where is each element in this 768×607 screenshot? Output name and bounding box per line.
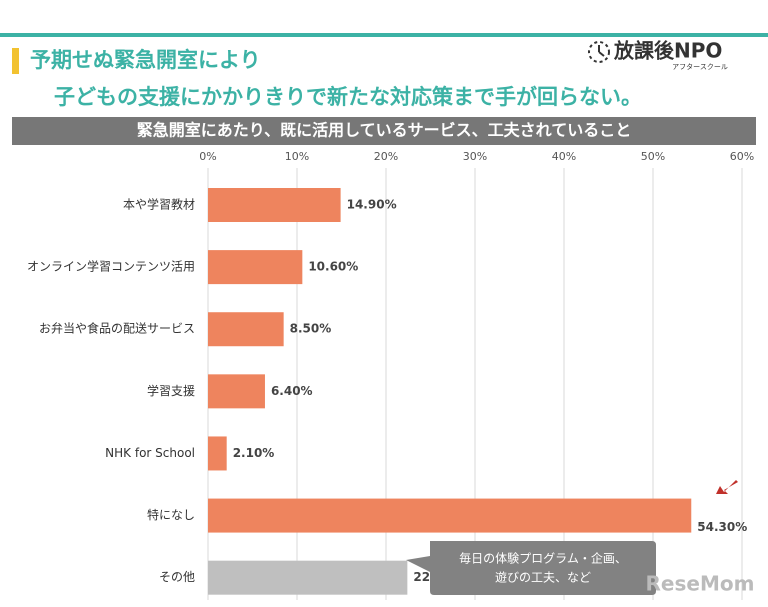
title-line: 子どもの支援にかかりきりで新たな対応策まで手が回らない。: [54, 85, 642, 109]
value-label: 14.90%: [347, 198, 397, 212]
callout-text: 遊びの工夫、など: [495, 570, 591, 585]
category-label: オンライン学習コンテンツ活用: [27, 259, 195, 274]
logo-icon: [588, 41, 610, 63]
bar: [208, 374, 265, 409]
x-tick-label: 60%: [730, 150, 754, 163]
value-label: 2.10%: [233, 446, 275, 460]
value-label: 10.60%: [308, 260, 358, 274]
category-label: 学習支援: [147, 383, 195, 398]
x-tick-label: 30%: [463, 150, 487, 163]
bar: [208, 436, 227, 471]
logo: 放課後NPO: [613, 39, 722, 63]
chart-title-band: [12, 117, 756, 145]
title-marker: [12, 48, 19, 74]
category-label: お弁当や食品の配送サービス: [39, 321, 195, 336]
callout-text: 毎日の体験プログラム・企画、: [459, 551, 627, 566]
bar: [208, 188, 341, 222]
x-tick-label: 0%: [199, 150, 216, 163]
x-tick-label: 10%: [285, 150, 309, 163]
bar: [208, 560, 408, 595]
top-rule: [0, 33, 768, 37]
bar: [208, 312, 284, 347]
title-line: 予期せぬ緊急開室により: [30, 48, 261, 72]
x-tick-label: 50%: [641, 150, 665, 163]
chart-title: 緊急開室にあたり、既に活用しているサービス、工夫されていること: [137, 121, 631, 140]
x-tick-label: 20%: [374, 150, 398, 163]
logo-sub: アフタースクール: [672, 62, 728, 71]
category-label: NHK for School: [105, 446, 195, 460]
bar: [208, 250, 303, 285]
value-label: 6.40%: [271, 384, 313, 398]
value-label: 8.50%: [290, 322, 332, 336]
category-label: 特になし: [147, 507, 195, 522]
category-label: その他: [159, 570, 195, 584]
watermark: ReseMom: [646, 572, 755, 596]
x-tick-label: 40%: [552, 150, 576, 163]
callout: 毎日の体験プログラム・企画、 遊びの工夫、など: [406, 541, 656, 595]
category-label: 本や学習教材: [123, 197, 195, 212]
plot: 0% 10% 20% 30% 40% 50% 60% 本や学習教材 14.90% オンライン学習コ…: [27, 150, 754, 600]
bar: [208, 498, 692, 533]
highlight-arrow: [716, 480, 738, 494]
value-label: 54.30%: [697, 520, 747, 534]
